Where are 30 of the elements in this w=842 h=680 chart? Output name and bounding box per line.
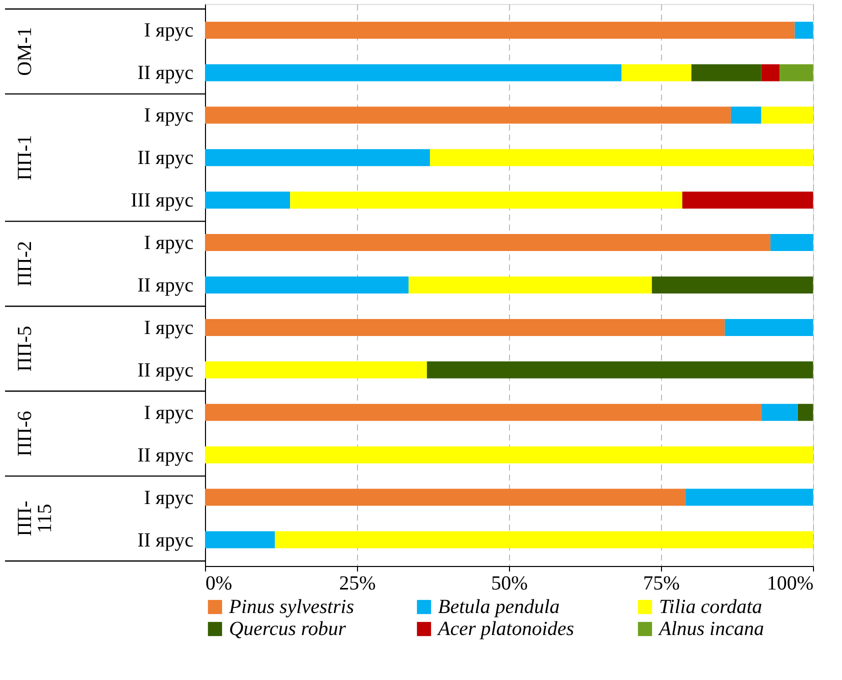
y-tick-label: I ярус: [144, 316, 194, 339]
y-tick-label: II ярус: [137, 529, 194, 552]
legend-label: Pinus sylvestris: [228, 596, 354, 618]
legend-label: Quercus robur: [229, 618, 346, 640]
y-tick-label: I ярус: [144, 232, 194, 254]
text: ПП-6: [14, 410, 36, 456]
y-tick-label: II ярус: [137, 62, 194, 84]
y-tick-label: III ярус: [130, 190, 194, 212]
y-tick-label: II ярус: [137, 444, 194, 466]
y-tick-label: II ярус: [137, 274, 194, 296]
text: ПП-5: [14, 326, 36, 372]
y-tick-label: I ярус: [144, 20, 194, 42]
y-tick-label: II ярус: [137, 359, 194, 382]
y-tick-label: I ярус: [144, 402, 194, 424]
legend-label: Alnus incana: [657, 618, 764, 640]
x-tick-label: 75%: [643, 572, 680, 594]
y-tick-label: I ярус: [144, 486, 194, 509]
x-tick-label: 100%: [766, 572, 814, 594]
x-tick-label: 50%: [491, 572, 528, 594]
x-tick-label: 0%: [206, 572, 232, 594]
text: ОМ-1: [14, 27, 36, 76]
x-tick-label: 25%: [339, 572, 376, 594]
legend-label: Acer platonoides: [436, 618, 574, 640]
y-tick-label: II ярус: [137, 147, 194, 170]
legend-label: Tilia cordata: [659, 596, 762, 618]
legend-label: Betula pendula: [438, 596, 560, 618]
text: ПП-1: [14, 134, 36, 180]
text: ПП-115: [14, 500, 56, 536]
text: ПП-2: [14, 240, 36, 287]
y-tick-label: I ярус: [144, 104, 194, 127]
